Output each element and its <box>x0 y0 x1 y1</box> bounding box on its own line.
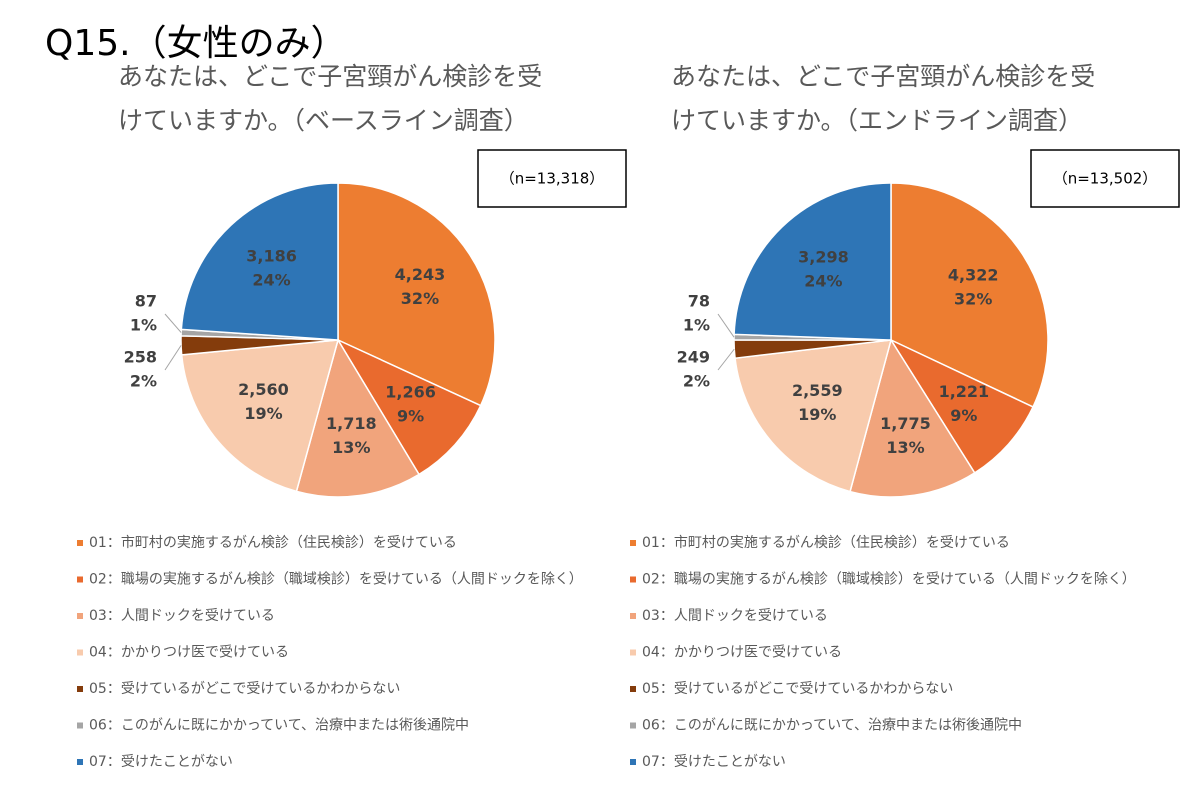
legend-marker <box>630 759 636 765</box>
leader-line <box>717 313 735 338</box>
percent-label: 1% <box>683 316 710 335</box>
percent-label: 19% <box>244 404 282 423</box>
legend-marker <box>630 540 636 546</box>
pie-slice <box>336 338 482 476</box>
legend-label: 04：かかりつけ医で受けている <box>89 645 289 661</box>
legend-marker <box>630 722 636 729</box>
legend-label: 03：人間ドックを受けている <box>89 608 275 624</box>
legend-marker <box>630 686 636 692</box>
data-label: 2,559 <box>792 381 843 400</box>
data-label: 4,322 <box>948 265 999 284</box>
chart-title: けていますか。（エンドライン調査） <box>671 106 1083 135</box>
percent-label: 32% <box>954 289 992 308</box>
data-label: 78 <box>688 292 710 311</box>
legend-label: 05：受けているがどこで受けているかわからない <box>642 681 953 697</box>
sample-size-note: （n=13,318） <box>500 170 605 188</box>
percent-label: 9% <box>950 406 977 425</box>
legend-marker <box>77 649 83 656</box>
legend-label: 01：市町村の実施するがん検診（住民検診）を受けている <box>89 534 457 551</box>
pie-slice <box>733 182 892 341</box>
legend-marker <box>77 613 83 619</box>
percent-label: 24% <box>252 270 290 289</box>
data-label: 2,560 <box>238 380 289 399</box>
legend-marker <box>77 722 83 729</box>
pie-slice <box>890 182 1049 408</box>
legend-marker <box>630 613 636 619</box>
data-label: 1,266 <box>385 382 436 401</box>
legend-label: 07：受けたことがない <box>89 754 233 770</box>
legend-marker <box>77 540 83 546</box>
pie-slice <box>337 182 496 407</box>
legend-label: 01：市町村の実施するがん検診（住民検診）を受けている <box>642 534 1010 551</box>
data-label: 249 <box>677 348 710 367</box>
legend-label: 03：人間ドックを受けている <box>642 608 828 624</box>
percent-label: 2% <box>130 372 157 391</box>
leader-line <box>164 313 182 333</box>
percent-label: 13% <box>332 438 370 457</box>
legend-marker <box>630 649 636 656</box>
pie-slice <box>180 339 340 493</box>
percent-label: 13% <box>886 438 924 457</box>
percent-label: 1% <box>130 316 157 335</box>
legend-label: 05：受けているがどこで受けているかわからない <box>89 681 400 697</box>
percent-label: 2% <box>683 372 710 391</box>
data-label: 1,775 <box>880 414 931 433</box>
pie-slice <box>734 339 893 493</box>
pie-slice <box>849 338 976 498</box>
legend-marker <box>630 576 636 583</box>
data-label: 1,221 <box>939 382 990 401</box>
legend-label: 02：職場の実施するがん検診（職域検診）を受けている（人間ドックを除く） <box>642 572 1136 588</box>
legend-label: 06：このがんに既にかかっていて、治療中または術後通院中 <box>89 717 469 734</box>
note-box <box>477 149 627 208</box>
chart-title: けていますか。（ベースライン調査） <box>118 106 529 135</box>
legend-label: 06：このがんに既にかかっていて、治療中または術後通院中 <box>642 717 1022 734</box>
chart-title: あなたは、どこで子宮頸がん検診を受 <box>118 62 542 91</box>
pie-slice <box>888 338 1035 474</box>
legend-label: 04：かかりつけ医で受けている <box>642 645 842 661</box>
percent-label: 9% <box>397 406 424 425</box>
data-label: 3,298 <box>798 247 849 266</box>
data-label: 3,186 <box>246 246 297 265</box>
pie-slice <box>180 182 339 341</box>
pie-slice <box>295 338 421 498</box>
page-title: Q15.（女性のみ） <box>45 23 347 64</box>
chart-title: あなたは、どこで子宮頸がん検診を受 <box>671 62 1095 91</box>
sample-size-note: （n=13,502） <box>1053 170 1158 188</box>
data-label: 4,243 <box>395 265 446 284</box>
percent-label: 19% <box>798 405 836 424</box>
leader-line <box>717 348 735 371</box>
legend-label: 02：職場の実施するがん検診（職域検診）を受けている（人間ドックを除く） <box>89 572 583 588</box>
percent-label: 24% <box>804 271 842 290</box>
data-label: 1,718 <box>326 414 377 433</box>
note-box <box>1030 149 1180 208</box>
data-label: 258 <box>124 348 157 367</box>
legend-label: 07：受けたことがない <box>642 754 786 770</box>
legend-marker <box>77 686 83 692</box>
legend-marker <box>77 759 83 765</box>
legend-marker <box>77 576 83 583</box>
data-label: 87 <box>135 292 157 311</box>
leader-line <box>164 345 182 371</box>
percent-label: 32% <box>401 289 439 308</box>
